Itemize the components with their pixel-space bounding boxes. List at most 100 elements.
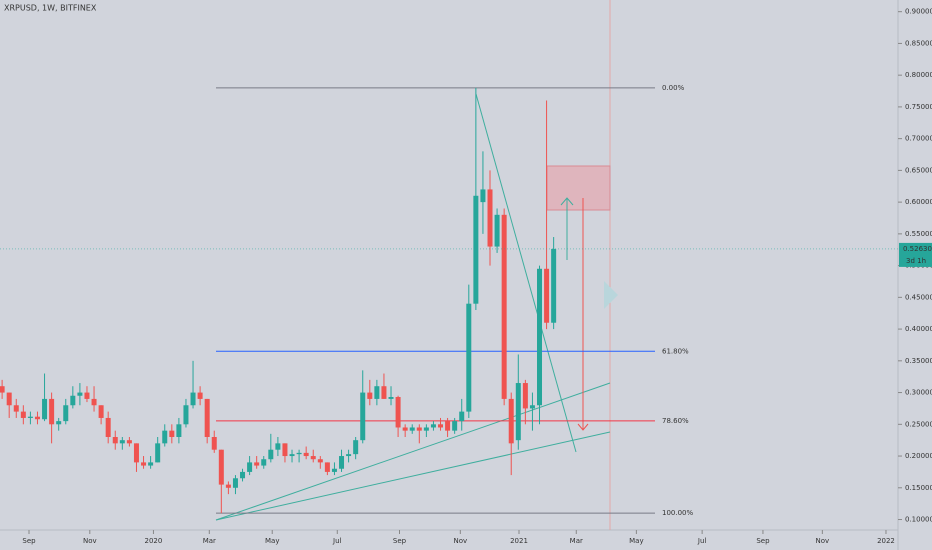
- x-tick-label: Nov: [816, 537, 830, 545]
- chart-title: XRPUSD, 1W, BITFINEX: [4, 4, 97, 13]
- candle-body: [183, 405, 189, 425]
- y-tick-label: 0.65000: [905, 166, 932, 174]
- candle-body: [522, 383, 528, 409]
- y-tick-label: 0.55000: [905, 230, 932, 238]
- x-tick-label: Sep: [393, 537, 407, 545]
- candle-body: [197, 392, 203, 399]
- x-tick-label: Nov: [453, 537, 467, 545]
- x-tick-label: Nov: [83, 537, 97, 545]
- candle-body: [282, 443, 288, 457]
- candle-body: [529, 405, 535, 409]
- candle-body: [70, 395, 76, 406]
- candle-body: [317, 459, 323, 463]
- candle-body: [141, 462, 147, 466]
- candle-body: [148, 462, 154, 466]
- y-tick-label: 0.35000: [905, 357, 932, 365]
- candle-body: [466, 303, 472, 412]
- candle-body: [133, 443, 139, 463]
- candle-body: [339, 456, 345, 469]
- candle-body: [544, 268, 550, 323]
- candle-body: [119, 440, 125, 444]
- x-tick-label: Jul: [697, 537, 707, 545]
- candle-body: [331, 468, 337, 472]
- y-tick-label: 0.15000: [905, 484, 932, 492]
- candle-body: [247, 462, 253, 472]
- candle-body: [190, 392, 196, 406]
- price-label-box: [899, 242, 932, 267]
- candle-body: [508, 398, 514, 444]
- y-tick-label: 0.30000: [905, 389, 932, 397]
- candle-body: [324, 462, 330, 472]
- candle-body: [0, 386, 5, 393]
- y-tick-label: 0.85000: [905, 39, 932, 47]
- y-tick-label: 0.10000: [905, 516, 932, 524]
- x-tick-label: 2021: [510, 537, 528, 545]
- candle-body: [360, 392, 366, 441]
- candle-body: [211, 437, 217, 450]
- y-tick-label: 0.70000: [905, 135, 932, 143]
- candle-body: [409, 427, 415, 431]
- candle-body: [84, 392, 90, 399]
- candle-body: [232, 478, 238, 488]
- x-tick-label: 2020: [145, 537, 163, 545]
- fib-label: 61.80%: [662, 347, 689, 355]
- trendlines: [215, 93, 611, 521]
- candle-body: [374, 386, 380, 399]
- x-tick-label: Sep: [22, 537, 36, 545]
- candle-body: [438, 424, 444, 428]
- x-tick-label: May: [265, 537, 279, 545]
- candle-body: [98, 405, 104, 418]
- y-tick-label: 0.60000: [905, 198, 932, 206]
- candle-body: [310, 456, 316, 460]
- candle-body: [63, 405, 69, 422]
- candle-body: [423, 427, 429, 431]
- candle-body: [112, 437, 118, 444]
- candle-body: [105, 417, 111, 438]
- candle-body: [367, 392, 373, 399]
- fib-label: 0.00%: [662, 84, 685, 92]
- candle-body: [254, 462, 260, 466]
- candle-body: [27, 416, 33, 418]
- candle-body: [388, 397, 394, 399]
- x-tick-label: 2022: [877, 537, 895, 545]
- candle-body: [42, 398, 48, 420]
- candle-body: [49, 398, 55, 425]
- y-tick-label: 0.40000: [905, 325, 932, 333]
- candle-body: [430, 424, 436, 428]
- candle-body: [91, 398, 97, 406]
- x-tick-label: Sep: [756, 537, 770, 545]
- candle-body: [381, 386, 387, 399]
- candle-body: [353, 440, 359, 455]
- y-tick-label: 0.90000: [905, 8, 932, 16]
- candle-body: [34, 416, 40, 420]
- candle-body: [459, 411, 465, 422]
- down-arrow: [577, 198, 589, 431]
- candle-body: [501, 214, 507, 399]
- candle-body: [169, 430, 175, 438]
- candle-body: [445, 421, 451, 431]
- candle-body: [13, 405, 19, 412]
- candle-body: [77, 392, 83, 396]
- candle-body: [268, 449, 274, 460]
- candle-body: [296, 452, 302, 455]
- candle-body: [289, 454, 295, 457]
- candle-body: [416, 427, 422, 431]
- candle-body: [204, 398, 210, 438]
- candle-body: [275, 443, 281, 450]
- y-tick-label: 0.45000: [905, 293, 932, 301]
- x-tick-label: May: [629, 537, 643, 545]
- candle-body: [176, 424, 182, 438]
- candle-body: [155, 443, 161, 463]
- target-box: [546, 165, 611, 211]
- x-tick-label: Jul: [332, 537, 342, 545]
- x-tick-label: Mar: [203, 537, 216, 545]
- y-tick-label: 0.25000: [905, 420, 932, 428]
- candle-body: [452, 421, 458, 431]
- candle-body: [480, 189, 486, 203]
- candle-body: [402, 427, 408, 431]
- candle-body: [346, 454, 352, 457]
- candle-body: [218, 449, 224, 485]
- x-tick-label: Mar: [570, 537, 583, 545]
